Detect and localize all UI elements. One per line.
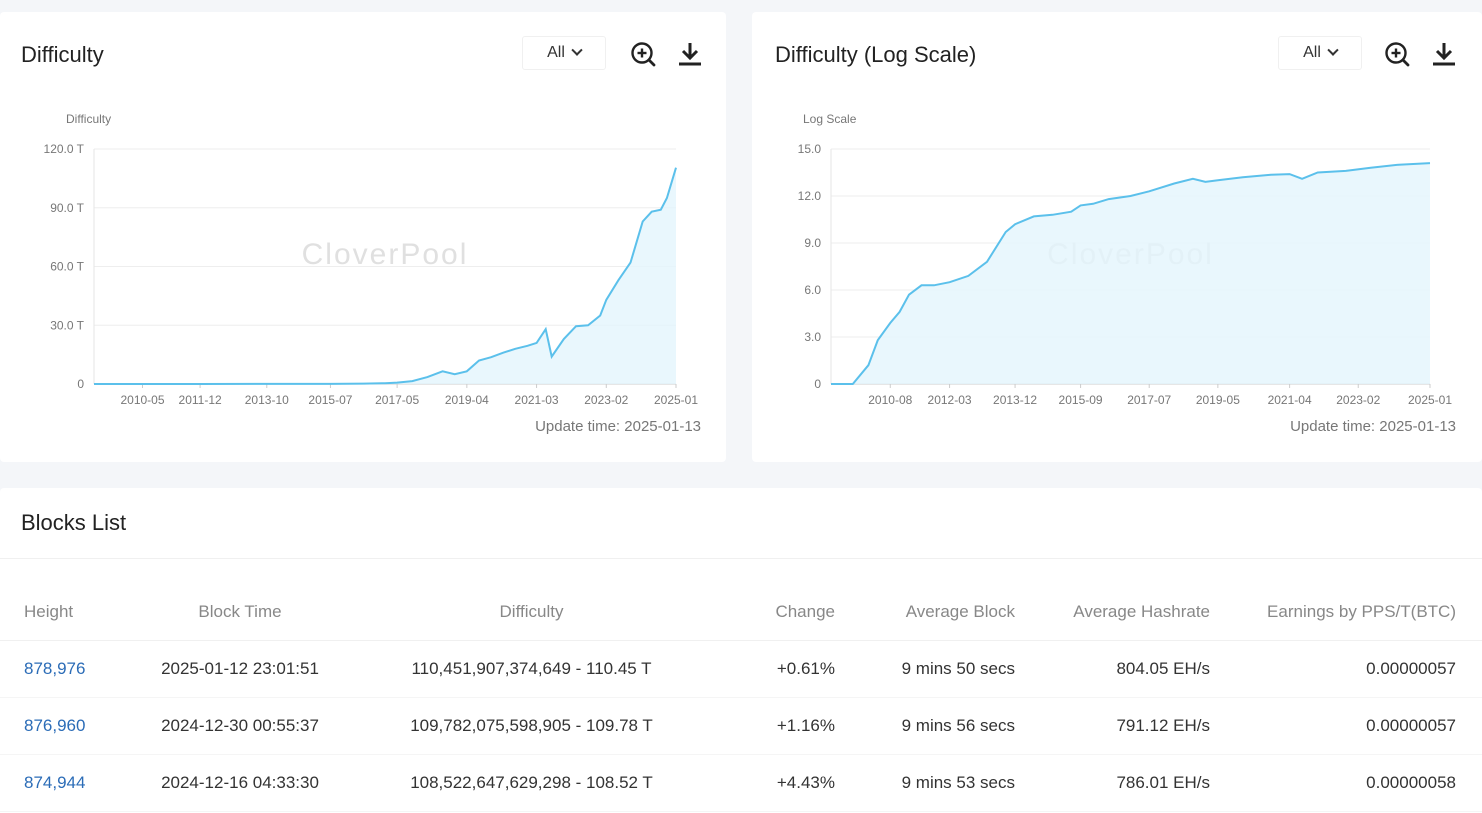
x-tick-label: 2012-03 [928,393,972,407]
x-tick-label: 2025-01 [654,393,698,407]
column-header-average-hashrate: Average Hashrate [1015,584,1210,641]
log-range-label: All [1303,44,1321,61]
table-row: 876,960 2024-12-30 00:55:37 109,782,075,… [0,697,1482,755]
y-tick-label: 15.0 [798,142,822,156]
x-tick-label: 2023-02 [1336,393,1380,407]
x-tick-label: 2010-05 [120,393,164,407]
x-tick-label: 2025-01 [1408,393,1452,407]
log-scale-chart-title: Difficulty (Log Scale) [775,42,977,67]
block-height-link[interactable]: 874,944 [24,772,86,792]
block-height-link[interactable]: 876,960 [24,715,86,735]
y-tick-label: 3.0 [804,330,821,344]
download-icon[interactable] [1430,40,1458,68]
watermark-logo: CloverPool [302,238,469,271]
blocks-list-title: Blocks List [21,510,127,535]
blocks-table: Height Block Time Difficulty Change Aver… [0,584,1482,812]
blocks-list-card: Blocks List Height Block Time Difficulty… [0,488,1482,813]
column-header-average-block: Average Block [835,584,1015,641]
block-difficulty: 110,451,907,374,649 - 110.45 T [340,640,723,698]
block-average-time: 9 mins 53 secs [835,754,1015,812]
column-header-height: Height [0,584,140,641]
series-line [94,167,677,385]
log-scale-chart: Log Scale 0 3.0 6.0 9.0 12.0 15.0 2010-08 2012-0… [798,112,1453,407]
x-tick-label: 2013-12 [993,393,1037,407]
y-tick-label: 120.0 T [44,142,85,156]
block-earnings: 0.00000057 [1210,697,1482,755]
block-time: 2024-12-30 00:55:37 [140,697,340,755]
y-tick-label: 12.0 [798,189,822,203]
y-tick-label: 30.0 T [50,318,84,332]
x-tick-label: 2019-04 [445,393,489,407]
block-change: +0.61% [723,640,835,698]
block-average-hashrate: 786.01 EH/s [1015,754,1210,812]
y-tick-label: 9.0 [804,236,821,250]
x-tick-label: 2011-12 [179,393,222,407]
chevron-down-icon [571,44,583,56]
y-tick-label: 60.0 T [50,260,84,274]
table-header-row: Height Block Time Difficulty Change Aver… [0,584,1482,641]
chevron-down-icon [1327,44,1339,56]
x-tick-label: 2017-05 [375,393,419,407]
block-difficulty: 108,522,647,629,298 - 108.52 T [340,754,723,812]
x-tick-label: 2015-09 [1059,393,1103,407]
difficulty-chart-card: Difficulty All Difficulty 0 30.0 T 60.0 T 90… [0,12,726,462]
x-tick-label: 2013-10 [245,393,289,407]
x-tick-label: 2021-03 [515,393,559,407]
difficulty-chart-title: Difficulty [21,42,104,67]
difficulty-chart: Difficulty 0 30.0 T 60.0 T 90.0 T 120.0 T 2010… [44,112,699,407]
zoom-in-icon[interactable] [629,40,657,68]
y-tick-label: 6.0 [804,283,821,297]
y-tick-label: 0 [814,377,821,391]
table-row: 874,944 2024-12-16 04:33:30 108,522,647,… [0,754,1482,812]
block-earnings: 0.00000057 [1210,640,1482,698]
log-update-time: Update time: 2025-01-13 [1290,418,1456,435]
series-area [831,163,1430,384]
x-tick-label: 2023-02 [584,393,628,407]
divider [0,558,1482,559]
y-axis-title: Log Scale [803,112,857,126]
x-tick-label: 2019-05 [1196,393,1240,407]
column-header-difficulty: Difficulty [340,584,723,641]
x-tick-label: 2015-07 [308,393,352,407]
y-axis-title: Difficulty [66,112,111,126]
block-time: 2024-12-16 04:33:30 [140,754,340,812]
y-tick-label: 90.0 T [50,201,84,215]
difficulty-update-time: Update time: 2025-01-13 [535,418,701,435]
x-tick-label: 2021-04 [1268,393,1312,407]
block-change: +4.43% [723,754,835,812]
download-icon[interactable] [676,40,704,68]
log-scale-chart-card: Difficulty (Log Scale) All Log Scale 0 3.0… [752,12,1482,462]
column-header-change: Change [723,584,835,641]
column-header-earnings: Earnings by PPS/T(BTC) [1210,584,1482,641]
series-area [94,167,676,384]
series-line [831,162,1431,385]
difficulty-range-label: All [547,44,565,61]
block-average-hashrate: 791.12 EH/s [1015,697,1210,755]
x-tick-label: 2017-07 [1127,393,1171,407]
block-average-hashrate: 804.05 EH/s [1015,640,1210,698]
block-time: 2025-01-12 23:01:51 [140,640,340,698]
block-change: +1.16% [723,697,835,755]
table-row: 878,976 2025-01-12 23:01:51 110,451,907,… [0,640,1482,698]
x-tick-label: 2010-08 [868,393,912,407]
block-average-time: 9 mins 56 secs [835,697,1015,755]
log-range-select[interactable]: All [1278,36,1362,70]
block-average-time: 9 mins 50 secs [835,640,1015,698]
block-difficulty: 109,782,075,598,905 - 109.78 T [340,697,723,755]
y-tick-label: 0 [77,377,84,391]
column-header-block-time: Block Time [140,584,340,641]
block-height-link[interactable]: 878,976 [24,658,86,678]
zoom-in-icon[interactable] [1383,40,1411,68]
block-earnings: 0.00000058 [1210,754,1482,812]
difficulty-range-select[interactable]: All [522,36,606,70]
